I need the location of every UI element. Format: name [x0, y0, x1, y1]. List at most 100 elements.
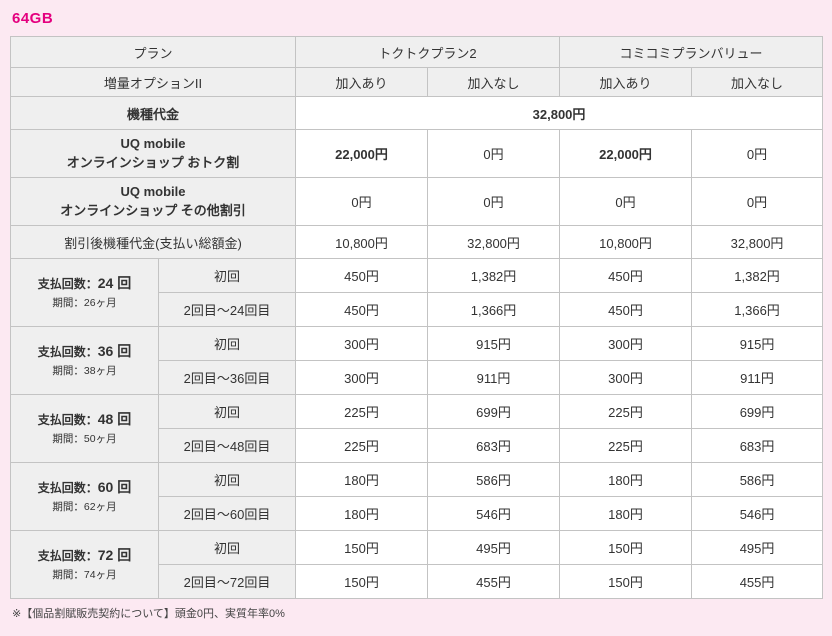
other-discount-row: UQ mobile オンラインショップ その他割引 0円 0円 0円 0円 [9, 177, 824, 226]
installment-36-count-cell: 支払回数：36 回 期間：38ヶ月 [10, 326, 159, 395]
price-table: プラン トクトクプラン2 コミコミプランバリュー 増量オプションII 加入あり … [9, 36, 824, 599]
otoku-discount-row: UQ mobile オンラインショップ おトク割 22,000円 0円 22,0… [9, 129, 824, 178]
price-cell: 455円 [691, 564, 824, 599]
installment-36-rest-row: 2回目〜36回目 300円 911円 300円 911円 [11, 360, 824, 395]
installment-36-rest-label-cell: 2回目〜36回目 [157, 360, 297, 395]
installment-60-first-label-cell: 初回 [157, 462, 297, 497]
price-cell: 150円 [559, 530, 693, 565]
price-cell: 450円 [559, 292, 693, 327]
installment-24-first-label-cell: 初回 [157, 258, 297, 293]
other-discount-value-cell-1: 0円 [295, 177, 429, 226]
price-cell: 300円 [295, 326, 429, 361]
installment-24-rest-row: 2回目〜24回目 450円 1,366円 450円 1,366円 [11, 292, 824, 327]
device-price-label-cell: 機種代金 [9, 96, 297, 130]
device-price-value-cell: 32,800円 [295, 96, 824, 130]
price-cell: 546円 [427, 496, 561, 531]
other-discount-label-cell: UQ mobile オンラインショップ その他割引 [9, 177, 297, 226]
installment-48-first-row: 支払回数：48 回 期間：50ヶ月 初回 225円 699円 225円 699円 [10, 394, 824, 463]
price-cell: 1,382円 [427, 258, 561, 293]
installment-72-first-row: 支払回数：72 回 期間：74ヶ月 初回 150円 495円 150円 495円 [10, 530, 824, 599]
price-cell: 1,366円 [427, 292, 561, 327]
option-cell-1: 加入あり [295, 67, 429, 97]
installment-36-first-row: 支払回数：36 回 期間：38ヶ月 初回 300円 915円 300円 915円 [10, 326, 824, 395]
other-discount-value-cell-4: 0円 [691, 177, 824, 226]
price-cell: 180円 [295, 462, 429, 497]
otoku-value-cell-4: 0円 [691, 129, 824, 178]
installment-48-count-cell: 支払回数：48 回 期間：50ヶ月 [10, 394, 159, 463]
price-cell: 450円 [559, 258, 693, 293]
price-cell: 546円 [691, 496, 824, 531]
option-label-cell: 増量オプションII [9, 67, 297, 97]
installment-60-period: 期間：62ヶ月 [52, 500, 117, 513]
other-discount-value-cell-2: 0円 [427, 177, 561, 226]
installment-36-count: 支払回数：36 回 [37, 343, 132, 360]
page-title: 64GB [12, 10, 54, 27]
otoku-label-cell: UQ mobile オンラインショップ おトク割 [9, 129, 297, 178]
price-cell: 225円 [559, 428, 693, 463]
installment-24-period: 期間：26ヶ月 [52, 296, 117, 309]
price-cell: 1,382円 [691, 258, 824, 293]
price-cell: 915円 [427, 326, 561, 361]
option-cell-3: 加入あり [559, 67, 693, 97]
installment-48-first-label-cell: 初回 [157, 394, 297, 429]
price-cell: 699円 [427, 394, 561, 429]
installment-60-count-cell: 支払回数：60 回 期間：62ヶ月 [10, 462, 159, 531]
otoku-label-line1: UQ mobile [120, 135, 186, 151]
other-discount-label-line1: UQ mobile [120, 183, 186, 199]
plan-header-row: プラン トクトクプラン2 コミコミプランバリュー [9, 36, 824, 68]
installment-48-period: 期間：50ヶ月 [52, 432, 117, 445]
option-cell-4: 加入なし [691, 67, 824, 97]
installment-60-first-row: 支払回数：60 回 期間：62ヶ月 初回 180円 586円 180円 586円 [10, 462, 824, 531]
installment-60-count: 支払回数：60 回 [37, 479, 132, 496]
price-cell: 915円 [691, 326, 824, 361]
other-discount-label-line2: オンラインショップ その他割引 [60, 202, 246, 218]
price-cell: 699円 [691, 394, 824, 429]
price-cell: 495円 [691, 530, 824, 565]
other-discount-value-cell-3: 0円 [559, 177, 693, 226]
price-cell: 180円 [559, 496, 693, 531]
device-price-row: 機種代金 32,800円 [9, 96, 824, 130]
otoku-label-line2: オンラインショップ おトク割 [66, 154, 240, 170]
option-cell-2: 加入なし [427, 67, 561, 97]
price-cell: 225円 [295, 394, 429, 429]
discounted-total-value-cell-2: 32,800円 [427, 225, 561, 259]
footnote: ※【個品割賦販売契約について】頭金0円、実質年率0% [12, 608, 285, 620]
installment-72-first-label-cell: 初回 [157, 530, 297, 565]
discounted-total-row: 割引後機種代金(支払い総額金) 10,800円 32,800円 10,800円 … [9, 225, 824, 259]
otoku-value-cell-1: 22,000円 [295, 129, 429, 178]
price-cell: 300円 [559, 360, 693, 395]
installment-48-rest-label-cell: 2回目〜48回目 [157, 428, 297, 463]
installment-72-period: 期間：74ヶ月 [52, 568, 117, 581]
price-cell: 300円 [559, 326, 693, 361]
installment-72-count-cell: 支払回数：72 回 期間：74ヶ月 [10, 530, 159, 599]
installment-48-rest-row: 2回目〜48回目 225円 683円 225円 683円 [11, 428, 824, 463]
installment-48-count: 支払回数：48 回 [37, 411, 132, 428]
price-cell: 586円 [427, 462, 561, 497]
price-cell: 911円 [691, 360, 824, 395]
price-cell: 180円 [295, 496, 429, 531]
price-cell: 1,366円 [691, 292, 824, 327]
discounted-total-label-cell: 割引後機種代金(支払い総額金) [9, 225, 297, 259]
price-cell: 495円 [427, 530, 561, 565]
price-cell: 225円 [559, 394, 693, 429]
price-cell: 150円 [295, 564, 429, 599]
installment-24-rest-label-cell: 2回目〜24回目 [157, 292, 297, 327]
plan1-header-cell: トクトクプラン2 [295, 36, 561, 68]
installment-24-count-cell: 支払回数：24 回 期間：26ヶ月 [10, 258, 159, 327]
price-cell: 586円 [691, 462, 824, 497]
price-cell: 683円 [427, 428, 561, 463]
price-cell: 683円 [691, 428, 824, 463]
otoku-value-cell-3: 22,000円 [559, 129, 693, 178]
installment-72-rest-row: 2回目〜72回目 150円 455円 150円 455円 [11, 564, 824, 599]
price-cell: 450円 [295, 258, 429, 293]
installment-24-count: 支払回数：24 回 [37, 275, 132, 292]
installment-36-period: 期間：38ヶ月 [52, 364, 117, 377]
price-cell: 450円 [295, 292, 429, 327]
discounted-total-value-cell-1: 10,800円 [295, 225, 429, 259]
installment-72-count: 支払回数：72 回 [37, 547, 132, 564]
pricing-page: 64GB プラン トクトクプラン2 コミコミプランバリュー 増量オプションII … [9, 10, 824, 621]
price-cell: 150円 [295, 530, 429, 565]
plan2-header-cell: コミコミプランバリュー [559, 36, 824, 68]
installment-72-rest-label-cell: 2回目〜72回目 [157, 564, 297, 599]
price-cell: 225円 [295, 428, 429, 463]
